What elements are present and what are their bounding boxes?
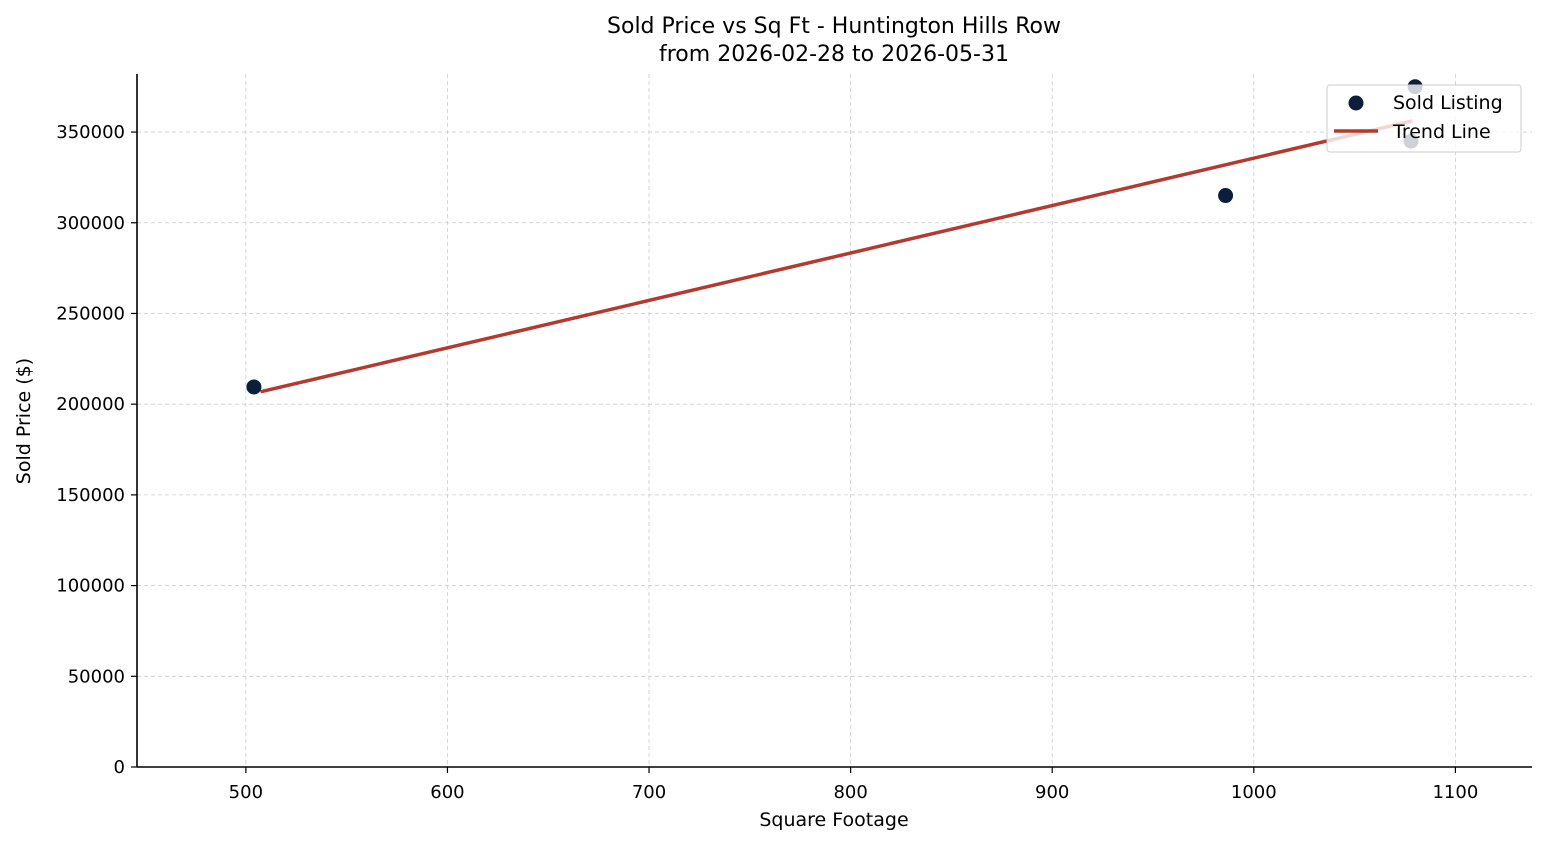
x-tick-label: 700	[632, 782, 666, 803]
y-tick-label: 200000	[56, 394, 125, 415]
legend-marker-sold-listing	[1348, 95, 1364, 111]
x-axis-label: Square Footage	[759, 809, 908, 831]
legend-label-sold-listing: Sold Listing	[1393, 92, 1503, 114]
x-axis-ticks: 500 600 700 800 900 1000 1100	[229, 767, 1478, 803]
y-tick-label: 0	[114, 757, 125, 778]
legend: Sold Listing Trend Line	[1326, 84, 1522, 153]
y-tick-label: 300000	[56, 213, 125, 234]
y-tick-label: 50000	[68, 666, 125, 687]
x-tick-label: 800	[833, 782, 867, 803]
axes	[136, 74, 1532, 768]
x-tick-label: 900	[1035, 782, 1069, 803]
data-point	[246, 379, 262, 395]
y-tick-label: 250000	[56, 303, 125, 324]
legend-box	[1326, 84, 1522, 153]
chart-subtitle: from 2026-02-28 to 2026-05-31	[659, 42, 1009, 67]
y-tick-label: 350000	[56, 122, 125, 143]
data-points	[246, 79, 1423, 395]
y-axis-ticks: 0 50000 100000 150000 200000 250000 300000 3500…	[56, 122, 137, 778]
grid	[137, 74, 1532, 768]
x-tick-label: 500	[229, 782, 263, 803]
x-tick-label: 600	[430, 782, 464, 803]
trend-line	[260, 119, 1413, 394]
x-tick-label: 1100	[1432, 782, 1478, 803]
chart-title: Sold Price vs Sq Ft - Huntington Hills R…	[607, 14, 1061, 39]
y-tick-label: 100000	[56, 576, 125, 597]
legend-label-trend-line: Trend Line	[1392, 121, 1491, 143]
data-point	[1218, 188, 1234, 204]
trend-line-layer	[260, 119, 1413, 394]
y-axis-label: Sold Price ($)	[13, 358, 35, 484]
x-tick-label: 1000	[1231, 782, 1277, 803]
y-tick-label: 150000	[56, 485, 125, 506]
